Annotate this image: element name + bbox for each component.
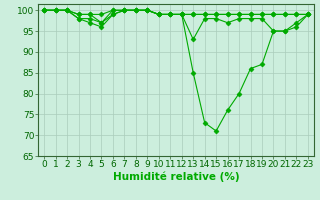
X-axis label: Humidité relative (%): Humidité relative (%) (113, 172, 239, 182)
